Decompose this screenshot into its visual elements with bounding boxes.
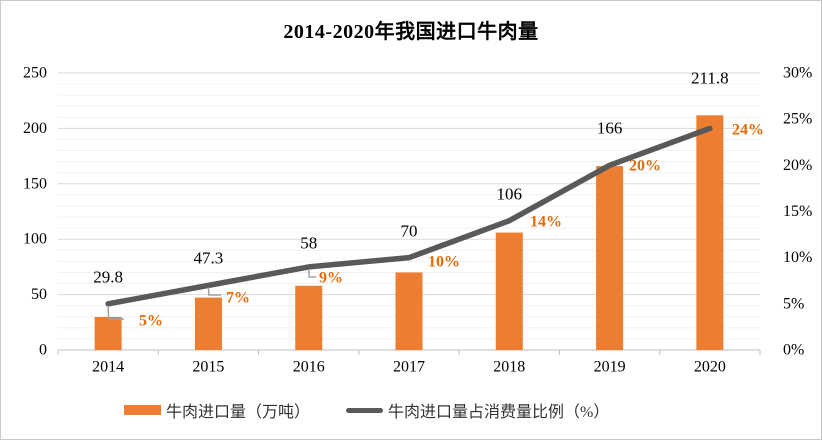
bar-2015 bbox=[194, 297, 222, 350]
legend-entry-line: 牛肉进口量占消费量比例（%） bbox=[346, 398, 609, 422]
right-axis-tick-label: 5% bbox=[783, 295, 804, 312]
line-series bbox=[105, 125, 713, 307]
left-axis-tick-label: 0 bbox=[39, 342, 47, 359]
legend-label-bar: 牛肉进口量（万吨） bbox=[166, 404, 311, 421]
line-value-label: 24% bbox=[732, 122, 764, 139]
bar-value-label: 106 bbox=[497, 185, 523, 204]
legend-entry-bar: 牛肉进口量（万吨） bbox=[124, 398, 310, 422]
bar-value-label: 166 bbox=[597, 119, 623, 138]
bar-2019 bbox=[596, 166, 624, 350]
line-value-label: 14% bbox=[530, 214, 562, 231]
chart-legend: 牛肉进口量（万吨） 牛肉进口量占消费量比例（%） bbox=[124, 398, 609, 422]
line-value-label: 10% bbox=[428, 254, 460, 271]
x-axis-category-label: 2019 bbox=[594, 359, 626, 376]
data-label-leader-line bbox=[107, 305, 124, 320]
right-axis-tick-label: 20% bbox=[783, 157, 812, 174]
bar-value-label: 29.8 bbox=[93, 268, 123, 287]
x-axis-category-label: 2014 bbox=[92, 359, 124, 376]
right-axis-tick-label: 30% bbox=[783, 65, 812, 82]
x-axis-category-label: 2020 bbox=[694, 359, 726, 376]
bar-series-swatch-icon bbox=[124, 405, 161, 415]
line-value-label: 9% bbox=[319, 270, 343, 287]
x-axis-category-label: 2018 bbox=[493, 359, 525, 376]
bar-value-label: 70 bbox=[401, 222, 418, 241]
data-label-leader-line bbox=[207, 287, 221, 296]
chart-title: 2014-2020年我国进口牛肉量 bbox=[283, 21, 539, 43]
x-axis-category-label: 2016 bbox=[293, 359, 325, 376]
left-axis-tick-label: 150 bbox=[23, 175, 47, 192]
line-series-swatch-icon bbox=[346, 407, 384, 413]
bar-value-label: 58 bbox=[300, 234, 317, 253]
right-axis-tick-label: 10% bbox=[783, 249, 812, 266]
x-axis-category-label: 2017 bbox=[393, 359, 425, 376]
left-axis-tick-label: 100 bbox=[23, 231, 47, 248]
right-axis-tick-label: 15% bbox=[783, 203, 812, 220]
line-value-label: 7% bbox=[226, 290, 250, 307]
left-axis-tick-label: 50 bbox=[31, 286, 47, 303]
data-label-leader-line bbox=[307, 268, 316, 278]
left-axis-tick-label: 200 bbox=[23, 120, 47, 137]
right-axis-tick-label: 25% bbox=[783, 111, 812, 128]
bar-2014 bbox=[94, 316, 122, 350]
right-axis-tick-label: 0% bbox=[783, 342, 804, 359]
bar-value-label: 47.3 bbox=[194, 249, 224, 268]
bar-2017 bbox=[395, 272, 423, 350]
bar-2018 bbox=[495, 232, 523, 350]
line-value-label: 5% bbox=[139, 313, 163, 330]
legend-label-line: 牛肉进口量占消费量比例（%） bbox=[388, 404, 610, 421]
line-value-label: 20% bbox=[629, 158, 661, 175]
x-axis-category-label: 2015 bbox=[192, 359, 224, 376]
bar-2016 bbox=[295, 285, 323, 350]
left-axis-tick-label: 250 bbox=[23, 65, 47, 82]
bar-2020 bbox=[696, 115, 724, 351]
bar-value-label: 211.8 bbox=[691, 69, 729, 88]
